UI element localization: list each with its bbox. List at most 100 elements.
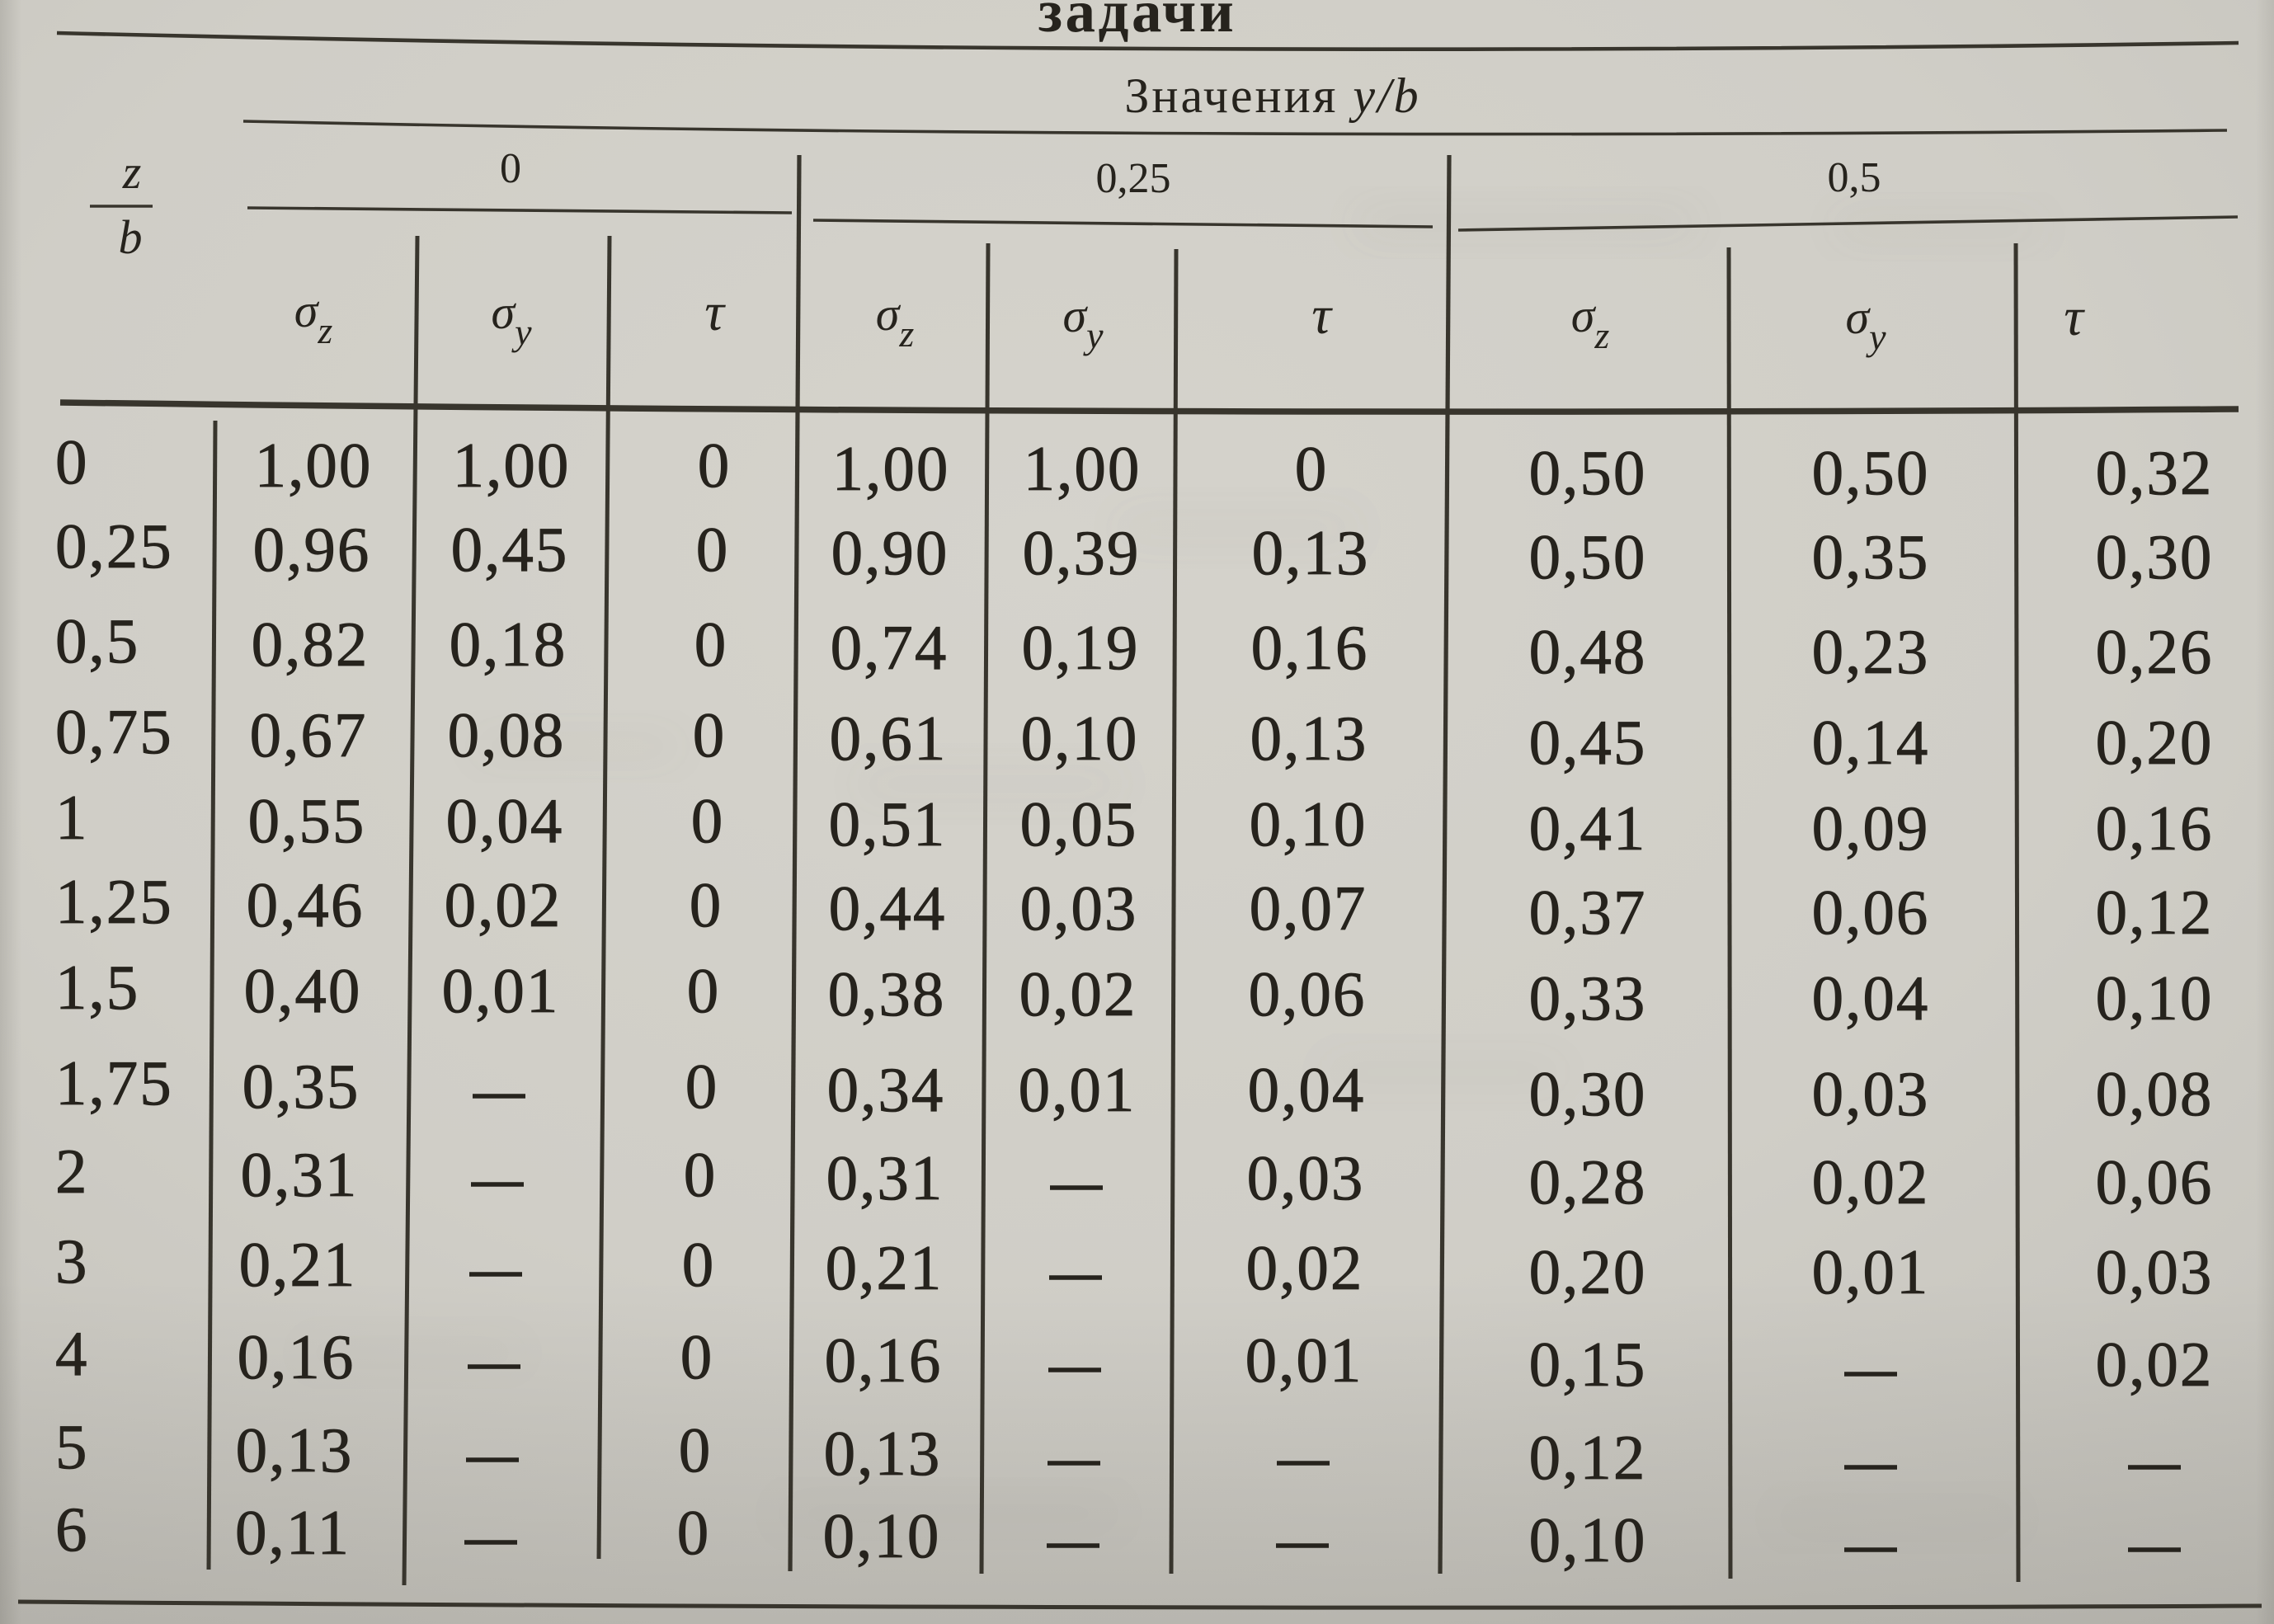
svg-text:0,10: 0,10 <box>2096 963 2214 1033</box>
svg-text:0: 0 <box>679 1415 713 1485</box>
svg-text:0,45: 0,45 <box>451 514 569 585</box>
svg-text:0,10: 0,10 <box>1250 788 1368 859</box>
svg-text:4: 4 <box>55 1318 89 1389</box>
svg-text:0,35: 0,35 <box>242 1051 360 1122</box>
svg-text:0,38: 0,38 <box>828 958 946 1029</box>
svg-text:0,30: 0,30 <box>1529 1058 1647 1129</box>
svg-text:0,37: 0,37 <box>1529 877 1647 948</box>
svg-text:0,01: 0,01 <box>1812 1236 1930 1307</box>
svg-text:Значения y/b: Значения y/b <box>1124 68 1420 123</box>
svg-text:1: 1 <box>55 782 89 853</box>
svg-text:b: b <box>119 210 143 264</box>
svg-text:0,21: 0,21 <box>239 1229 357 1300</box>
svg-text:0,20: 0,20 <box>2096 707 2214 778</box>
svg-text:0,23: 0,23 <box>1812 616 1930 687</box>
svg-text:0,21: 0,21 <box>826 1232 944 1303</box>
svg-text:0,04: 0,04 <box>1812 963 1930 1033</box>
svg-text:0,11: 0,11 <box>235 1497 351 1568</box>
svg-text:1,00: 1,00 <box>453 430 571 501</box>
svg-text:0: 0 <box>694 609 728 680</box>
svg-text:0: 0 <box>500 145 521 192</box>
svg-text:0,5: 0,5 <box>55 605 139 676</box>
svg-text:0,01: 0,01 <box>442 955 560 1026</box>
svg-text:0,13: 0,13 <box>824 1418 942 1489</box>
svg-text:0,13: 0,13 <box>1250 703 1368 774</box>
svg-text:0: 0 <box>682 1229 716 1300</box>
svg-text:0,05: 0,05 <box>1020 788 1138 859</box>
svg-text:0,74: 0,74 <box>831 612 949 683</box>
svg-text:0,06: 0,06 <box>1249 958 1367 1029</box>
svg-text:z: z <box>122 145 142 199</box>
svg-text:0,02: 0,02 <box>445 869 563 940</box>
svg-text:0,5: 0,5 <box>1828 154 1881 201</box>
svg-text:0: 0 <box>690 869 723 940</box>
svg-text:0,45: 0,45 <box>1529 707 1647 778</box>
svg-text:0,18: 0,18 <box>450 609 567 680</box>
svg-text:1,00: 1,00 <box>255 430 373 501</box>
svg-text:0,13: 0,13 <box>236 1415 354 1485</box>
svg-text:0,12: 0,12 <box>1529 1422 1647 1493</box>
svg-text:0,02: 0,02 <box>1812 1146 1930 1217</box>
svg-text:0,08: 0,08 <box>2096 1058 2214 1129</box>
svg-text:0: 0 <box>677 1497 711 1568</box>
svg-text:0,82: 0,82 <box>252 609 370 680</box>
svg-text:0: 0 <box>1295 433 1329 504</box>
svg-text:0: 0 <box>696 514 730 585</box>
svg-text:0,51: 0,51 <box>829 788 947 859</box>
svg-text:0,28: 0,28 <box>1529 1146 1647 1217</box>
svg-text:0,20: 0,20 <box>1529 1236 1647 1307</box>
svg-text:0,48: 0,48 <box>1529 616 1647 687</box>
svg-text:0,55: 0,55 <box>248 785 366 856</box>
svg-text:0,10: 0,10 <box>823 1500 941 1571</box>
svg-text:1,5: 1,5 <box>55 952 139 1023</box>
svg-text:τ: τ <box>704 282 726 342</box>
svg-text:0,32: 0,32 <box>2096 437 2214 508</box>
svg-text:1,25: 1,25 <box>55 866 173 937</box>
svg-text:0,07: 0,07 <box>1250 873 1368 944</box>
svg-text:0,96: 0,96 <box>253 514 371 585</box>
svg-text:0,50: 0,50 <box>1529 521 1647 592</box>
svg-text:0,03: 0,03 <box>2096 1236 2214 1307</box>
svg-text:задачи: задачи <box>1038 0 1237 45</box>
svg-text:0,61: 0,61 <box>830 703 948 774</box>
svg-text:0,31: 0,31 <box>241 1139 359 1210</box>
svg-text:0,03: 0,03 <box>1020 873 1138 944</box>
svg-text:0,16: 0,16 <box>2096 793 2214 864</box>
svg-text:0,15: 0,15 <box>1529 1329 1647 1400</box>
svg-text:0,34: 0,34 <box>827 1054 945 1125</box>
svg-text:0,04: 0,04 <box>446 785 564 856</box>
svg-text:0,35: 0,35 <box>1812 521 1930 592</box>
svg-text:0: 0 <box>680 1321 714 1392</box>
svg-text:0,08: 0,08 <box>448 699 566 770</box>
svg-text:0: 0 <box>698 430 732 501</box>
svg-text:0,25: 0,25 <box>1096 155 1171 202</box>
svg-text:0,40: 0,40 <box>244 955 362 1026</box>
svg-text:0,75: 0,75 <box>55 696 173 767</box>
svg-text:1,00: 1,00 <box>1024 433 1142 504</box>
svg-text:0,16: 0,16 <box>825 1325 943 1396</box>
svg-text:0,90: 0,90 <box>831 517 949 588</box>
svg-text:0,12: 0,12 <box>2096 877 2214 948</box>
svg-text:τ: τ <box>1311 285 1333 346</box>
svg-text:0: 0 <box>55 426 89 497</box>
svg-text:0,04: 0,04 <box>1248 1054 1366 1125</box>
svg-text:0,50: 0,50 <box>1529 437 1647 508</box>
svg-text:0,03: 0,03 <box>1247 1142 1365 1213</box>
svg-text:0: 0 <box>693 699 727 770</box>
svg-text:0,41: 0,41 <box>1529 793 1647 864</box>
svg-text:0,10: 0,10 <box>1529 1504 1647 1575</box>
svg-text:0,06: 0,06 <box>2096 1146 2214 1217</box>
svg-text:0,16: 0,16 <box>238 1321 355 1392</box>
svg-text:2: 2 <box>55 1136 89 1207</box>
svg-text:0: 0 <box>691 785 725 856</box>
svg-text:0,09: 0,09 <box>1812 793 1930 864</box>
svg-text:0,19: 0,19 <box>1022 612 1140 683</box>
svg-text:0,02: 0,02 <box>1019 958 1137 1029</box>
svg-text:0,67: 0,67 <box>250 699 368 770</box>
svg-text:0: 0 <box>684 1139 718 1210</box>
svg-text:0,50: 0,50 <box>1812 437 1930 508</box>
svg-text:0,02: 0,02 <box>1246 1232 1364 1303</box>
svg-text:0,03: 0,03 <box>1812 1058 1930 1129</box>
svg-text:0,44: 0,44 <box>829 873 947 944</box>
svg-text:0,26: 0,26 <box>2096 616 2214 687</box>
